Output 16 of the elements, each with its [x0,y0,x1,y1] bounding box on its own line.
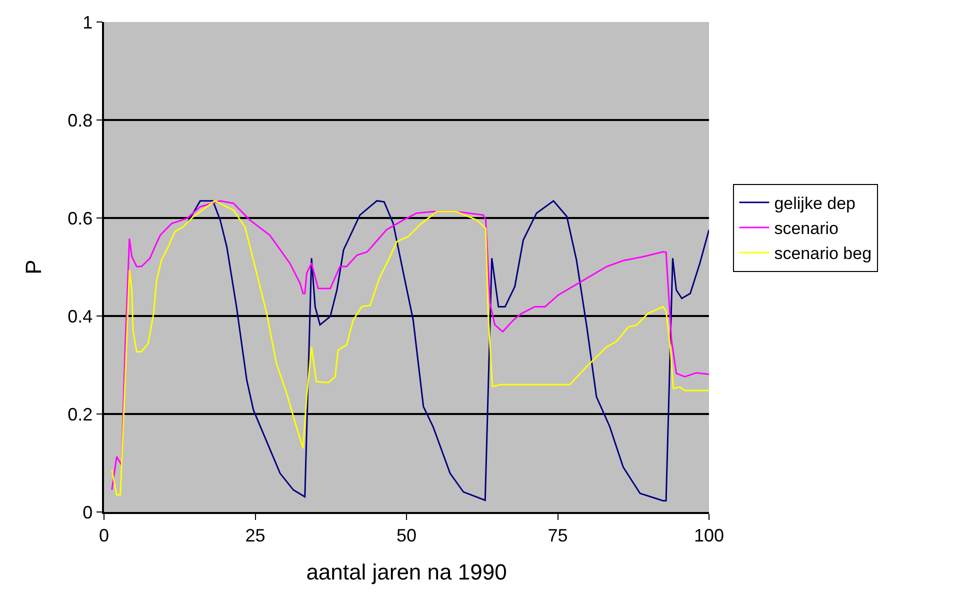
legend-label: scenario beg [774,244,872,264]
x-tick-label: 25 [245,525,266,546]
y-tick-label: 1 [82,12,93,32]
x-tick-label: 0 [98,525,110,546]
y-tick-label: 0.2 [68,404,93,424]
y-tick-label: 0.8 [68,110,93,130]
legend-label: gelijke dep [774,194,856,213]
y-axis-title: P [20,260,46,274]
x-tick-label: 75 [548,525,568,546]
x-tick-label: 100 [694,525,724,546]
y-tick-label: 0.4 [68,306,93,326]
y-tick-label: 0.6 [68,208,93,228]
legend-label: scenario [774,219,838,238]
x-axis-title: aantal jaren na 1990 [306,560,507,585]
x-tick-label: 50 [396,525,417,546]
y-tick-label: 0 [82,502,93,522]
